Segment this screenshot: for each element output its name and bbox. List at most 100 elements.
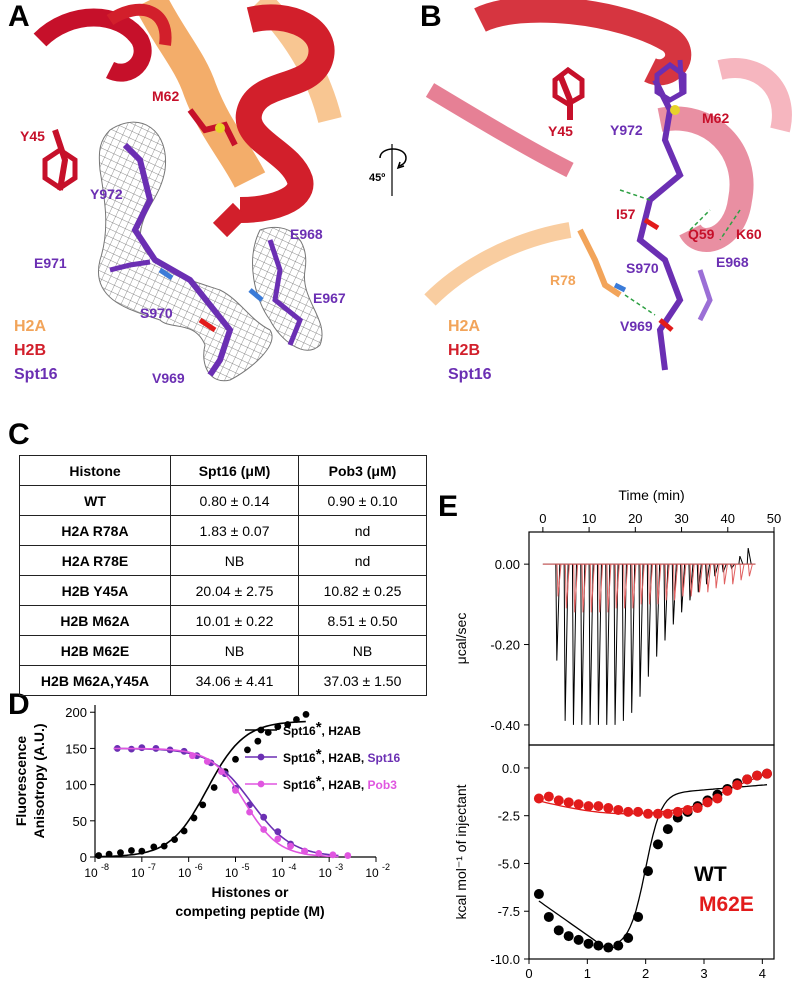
table-cell: 10.01 ± 0.22 <box>170 605 299 636</box>
data-point <box>301 847 309 855</box>
injection-peak <box>721 563 727 573</box>
y-tick-label-top: -0.40 <box>490 718 520 733</box>
injection-peak <box>606 564 612 613</box>
itc-data-point <box>623 932 634 943</box>
table-cell: H2B M62A,Y45A <box>19 665 171 696</box>
x-tick-label-top: 20 <box>628 511 642 526</box>
residue-label-y45: Y45 <box>20 128 45 144</box>
injection-peak <box>713 564 719 577</box>
injection-peak <box>630 564 636 713</box>
table-cell: H2B M62E <box>19 635 171 666</box>
data-point <box>138 847 146 855</box>
table-row: H2A R78A 1.83 ± 0.07 nd <box>19 515 427 546</box>
panel-b-structure: Y45 M62 I57 Q59 K60 Y972 S970 E968 V969 … <box>420 0 800 400</box>
x-tick-exponent: -2 <box>382 862 390 872</box>
injection-peak <box>563 564 569 721</box>
panel-label-a: A <box>8 0 30 33</box>
itc-data-point <box>633 806 644 817</box>
data-point <box>329 851 337 859</box>
x-tick-label-bottom: 2 <box>642 966 649 981</box>
legend-marker <box>257 726 265 734</box>
data-point <box>95 852 103 859</box>
structure-b-image <box>424 0 792 371</box>
y-tick-label-bottom: -7.5 <box>498 904 520 919</box>
injection-peak <box>747 564 753 577</box>
itc-data-point <box>593 801 604 812</box>
injection-peak <box>688 564 694 601</box>
panel-a-structure: M62 Y45 Y972 E971 E968 E967 S970 V969 H2… <box>0 0 400 400</box>
injection-peak <box>680 564 686 613</box>
injection-peak <box>621 564 627 721</box>
injection-peak <box>588 564 594 725</box>
data-point <box>260 826 268 833</box>
y-tick-label: 150 <box>65 741 87 756</box>
time-axis-title: Time (min) <box>618 487 684 503</box>
data-point <box>128 847 135 854</box>
itc-data-point <box>712 793 723 804</box>
injection-peak <box>571 564 577 725</box>
y-axis-label-line2: Anisotropy (A.U.) <box>31 723 47 838</box>
itc-data-point <box>652 808 663 819</box>
injection-peak <box>555 564 561 661</box>
y-tick-label: 50 <box>73 814 87 829</box>
legend-a-h2b: H2B <box>14 342 47 359</box>
injection-peak <box>746 547 752 565</box>
x-tick-label: 10 <box>131 866 145 880</box>
residue-label-e968: E968 <box>290 226 323 242</box>
data-point <box>260 813 268 821</box>
table-cell: H2B M62A <box>19 605 171 636</box>
table-row: H2B M62E NB NB <box>19 635 427 666</box>
data-point <box>138 744 146 752</box>
injection-peak <box>730 563 735 570</box>
data-point <box>264 729 272 736</box>
panel-label-e: E <box>438 490 459 523</box>
itc-data-point <box>742 774 753 785</box>
legend-marker <box>257 780 265 788</box>
itc-data-point <box>583 938 594 949</box>
itc-data-point <box>533 889 544 900</box>
injection-peak <box>673 564 679 601</box>
injection-peak <box>689 564 695 597</box>
y-axis-label-line1: Fluorescence <box>13 736 29 826</box>
ucal-axis-label: μcal/sec <box>453 613 469 665</box>
injection-peak <box>639 564 645 605</box>
x-tick-exponent: -8 <box>101 862 109 872</box>
itc-bottom-frame <box>528 744 775 960</box>
table-cell: NB <box>170 635 299 666</box>
residue-label-b-v969: V969 <box>620 318 653 334</box>
x-tick-label-bottom: 4 <box>759 966 766 981</box>
itc-data-point <box>553 795 564 806</box>
table-cell: H2A R78E <box>19 545 171 576</box>
itc-data-point <box>722 785 733 796</box>
y-tick-label-bottom: -2.5 <box>498 809 520 824</box>
injection-peak <box>605 564 611 725</box>
panel-label-d: D <box>8 688 30 721</box>
injection-peak <box>596 564 602 725</box>
injection-peak <box>671 564 677 625</box>
itc-data-point <box>573 799 584 810</box>
injection-peak <box>556 564 562 597</box>
injection-peak <box>631 564 637 609</box>
itc-data-point <box>692 803 703 814</box>
itc-data-point <box>603 942 614 953</box>
x-tick-exponent: -7 <box>148 862 156 872</box>
rotation-arrow-icon <box>379 144 407 196</box>
y-tick-label-top: 0.00 <box>495 557 520 572</box>
table-cell: H2A R78A <box>19 515 171 546</box>
data-point <box>210 784 218 791</box>
legend-wt: WT <box>694 863 727 886</box>
table-cell: H2B Y45A <box>19 575 171 606</box>
injection-peak <box>696 564 702 593</box>
x-tick-label-bottom: 0 <box>525 966 532 981</box>
table-cell: 10.82 ± 0.25 <box>298 575 427 606</box>
legend-b-h2b: H2B <box>448 342 481 359</box>
injection-peak <box>573 564 579 613</box>
injection-peak <box>739 564 745 581</box>
table-header-pob3: Pob3 (μM) <box>298 455 427 486</box>
data-point <box>180 827 188 835</box>
injection-peak <box>706 564 712 593</box>
fit-curve-wt <box>538 784 768 949</box>
table-row: WT 0.80 ± 0.14 0.90 ± 0.10 <box>19 485 427 516</box>
injection-peak <box>656 564 662 605</box>
